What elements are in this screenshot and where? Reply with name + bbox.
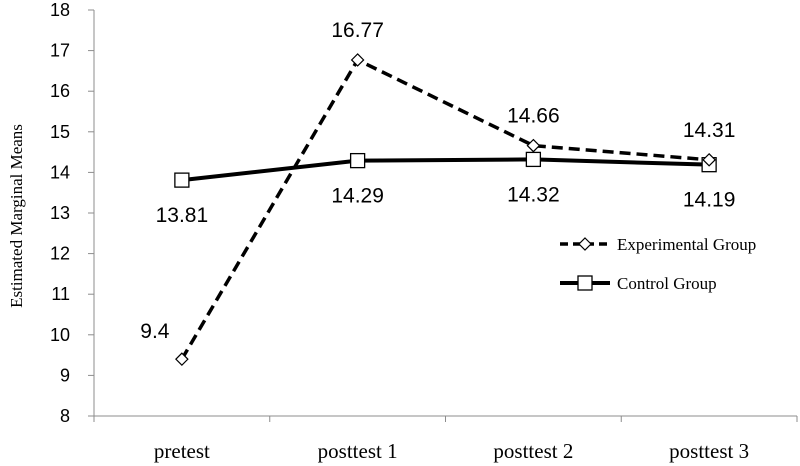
y-tick-label: 12 [50,244,70,264]
legend: Experimental Group Control Group [560,235,756,293]
x-tick-labels: pretest posttest 1 posttest 2 posttest 3 [154,439,749,463]
experimental-data-label: 16.77 [331,19,384,42]
control-data-label: 14.29 [331,185,384,208]
x-tick-label: posttest 2 [493,439,573,463]
series-layer [174,53,717,367]
legend-entry: Control Group [617,274,717,293]
experimental-data-label: 14.31 [683,119,736,142]
control-data-label: 13.81 [156,204,209,227]
y-tick-label: 13 [50,203,70,223]
y-tick-label: 15 [50,122,70,142]
y-tick-label: 14 [50,162,70,182]
experimental-data-label: 14.66 [507,105,560,128]
y-tick-label: 9 [60,365,70,385]
experimental-point [175,352,189,367]
control-data-label: 14.19 [683,189,736,212]
y-tick-label: 17 [50,41,70,61]
control-point [525,151,542,168]
y-tick-label: 8 [60,406,70,426]
legend-diamond-marker [578,237,592,251]
x-tick-label: pretest [154,439,210,463]
y-tick-label: 16 [50,81,70,101]
legend-entry: Experimental Group [617,235,756,254]
axes [88,9,798,422]
y-axis-label: Estimated Marginal Means [7,124,26,308]
control-point [174,172,190,188]
y-tick-label: 11 [51,284,70,304]
experimental-point [350,53,365,67]
experimental-series-line [180,57,710,361]
legend-square-marker [577,275,593,291]
experimental-point [702,152,716,167]
y-tick-label: 10 [50,325,70,345]
experimental-point [526,138,541,153]
control-series-line [181,157,710,183]
data-labels: 9.4 16.77 14.66 14.31 13.81 14.29 14.32 14.19 [140,19,735,343]
y-tick-labels: 8 9 10 11 12 13 14 15 16 17 18 [50,0,70,426]
control-point [349,152,366,169]
control-data-label: 14.32 [507,183,560,206]
x-tick-label: posttest 1 [318,439,398,463]
experimental-data-label: 9.4 [140,320,170,343]
x-tick-label: posttest 3 [669,439,749,463]
y-tick-label: 18 [50,0,70,20]
